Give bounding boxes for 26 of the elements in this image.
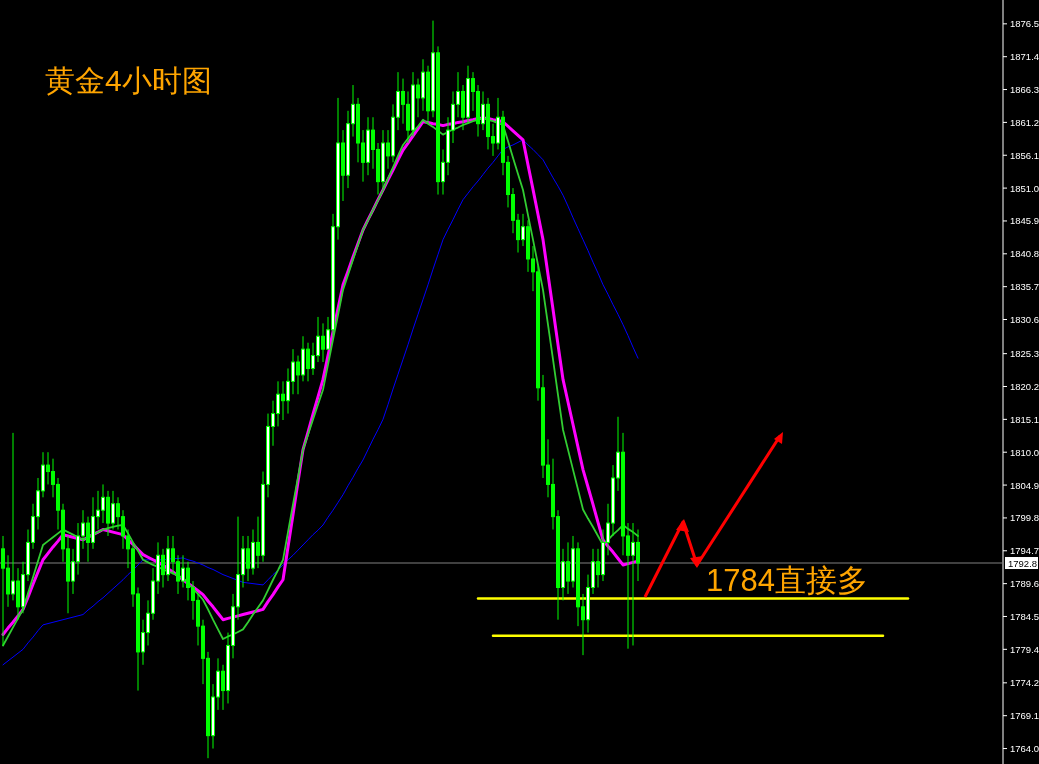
y-tick-label: 1840.8 (1010, 248, 1039, 260)
y-tick-label: 1784.5 (1010, 610, 1039, 622)
y-tick-label: 1845.9 (1010, 215, 1039, 227)
y-tick-label: 1764.0 (1010, 743, 1039, 755)
ref-line-label: 1792.8 (1008, 557, 1038, 569)
y-tick-label: 1861.2 (1010, 116, 1039, 128)
y-tick-label: 1810.0 (1010, 446, 1039, 458)
text: 黄金4小时图 (45, 64, 212, 97)
y-tick-label: 1871.4 (1010, 51, 1039, 63)
y-tick-label: 1779.4 (1010, 643, 1039, 655)
y-tick-label: 1804.9 (1010, 479, 1039, 491)
y-tick-label: 1799.8 (1010, 512, 1039, 524)
annotation: 1784直接多 (706, 563, 868, 598)
y-tick-label: 1835.7 (1010, 281, 1039, 293)
y-tick-label: 1856.1 (1010, 149, 1039, 161)
y-tick-label: 1820.2 (1010, 381, 1039, 393)
y-tick-label: 1794.7 (1010, 545, 1039, 557)
y-tick-label: 1774.2 (1010, 677, 1039, 689)
y-tick-label: 1825.3 (1010, 348, 1039, 360)
y-tick-label: 1851.0 (1010, 182, 1039, 194)
y-tick-label: 1876.5 (1010, 18, 1039, 30)
y-tick-label: 1866.3 (1010, 84, 1039, 96)
y-tick-label: 1789.6 (1010, 578, 1039, 590)
y-tick-label: 1830.6 (1010, 314, 1039, 326)
y-tick-label: 1815.1 (1010, 413, 1039, 425)
y-tick-label: 1769.1 (1010, 710, 1039, 722)
